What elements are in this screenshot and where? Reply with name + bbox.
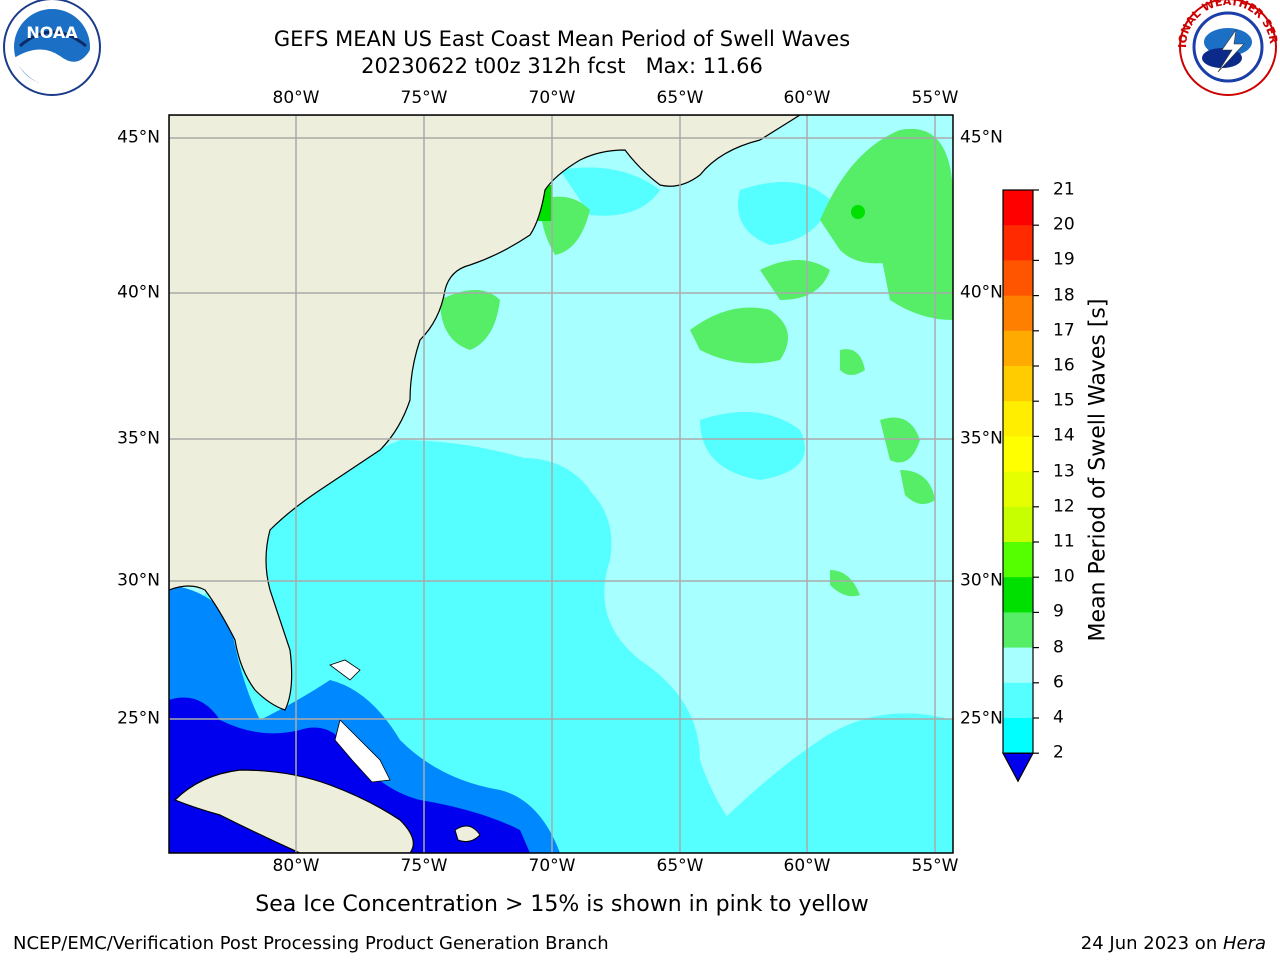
- map-graticule: [169, 115, 953, 853]
- colorbar-segment: [1003, 577, 1033, 613]
- colorbar-tick-label: 18: [1053, 285, 1075, 306]
- colorbar-segment: [1003, 190, 1033, 226]
- swell-9-10-region: [690, 307, 788, 364]
- colorbar-tick-label: 2: [1053, 742, 1064, 763]
- noaa-logo-text: NOAA: [26, 23, 78, 42]
- swell-6-8-region: [700, 412, 805, 480]
- colorbar-segment: [1003, 647, 1033, 684]
- colorbar-segment: [1003, 436, 1033, 473]
- footer-date: 24 Jun 2023 on Hera: [1081, 933, 1266, 954]
- lon-label-bottom: 75°W: [400, 856, 448, 876]
- lat-label-right: 25°N: [960, 708, 1003, 729]
- colorbar-tick-label: 10: [1053, 566, 1075, 587]
- map-area: [169, 115, 953, 853]
- figure-subtitle: 20230622 t00z 312h fcst Max: 11.66: [361, 54, 763, 78]
- lon-label-top: 70°W: [528, 88, 576, 108]
- colorbar-tick-label: 11: [1053, 531, 1075, 552]
- colorbar-tick-label: 4: [1053, 707, 1064, 728]
- figure-title: GEFS MEAN US East Coast Mean Period of S…: [273, 27, 851, 51]
- colorbar-tick-label: 17: [1053, 320, 1075, 341]
- swell-9-10-region: [840, 349, 865, 375]
- colorbar-tick-label: 13: [1053, 461, 1075, 482]
- lat-label-right: 30°N: [960, 570, 1003, 591]
- bahamas-islands: [329, 659, 391, 783]
- lon-label-top: 80°W: [272, 88, 320, 108]
- colorbar-segment: [1003, 225, 1033, 261]
- colorbar-segment: [1003, 366, 1033, 402]
- swell-6-8-region: [497, 458, 590, 513]
- colorbar-extend-arrow: [1001, 752, 1035, 783]
- lon-label-top: 75°W: [400, 88, 448, 108]
- colorbar-title: Mean Period of Swell Waves [s]: [1085, 298, 1111, 642]
- colorbar-tick-label: 8: [1053, 637, 1064, 658]
- swell-9-10-region: [830, 570, 860, 597]
- colorbar-segment: [1003, 295, 1033, 332]
- north-america-land: [169, 115, 802, 711]
- lon-label-bottom: 70°W: [528, 856, 576, 876]
- colorbar-segment: [1003, 260, 1033, 297]
- lat-label-left: 40°N: [117, 282, 160, 303]
- lon-label-bottom: 60°W: [783, 856, 831, 876]
- lon-label-top: 60°W: [783, 88, 831, 108]
- lon-label-bottom: 55°W: [911, 856, 959, 876]
- footer-host: Hera: [1222, 933, 1266, 954]
- swell-9-10-region: [880, 417, 920, 463]
- lat-label-right: 40°N: [960, 282, 1003, 303]
- lon-label-bottom: 65°W: [656, 856, 704, 876]
- swell-6-8-region: [690, 713, 953, 853]
- colorbar-segment: [1003, 401, 1033, 437]
- colorbar-tick-label: 16: [1053, 355, 1075, 376]
- lat-label-left: 25°N: [117, 708, 160, 729]
- lon-label-top: 55°W: [911, 88, 959, 108]
- colorbar-tick-label: 14: [1053, 425, 1075, 446]
- swell-9-10-region: [440, 290, 500, 350]
- lat-label-left: 35°N: [117, 428, 160, 449]
- colorbar: [1001, 189, 1039, 783]
- colorbar-segment: [1003, 612, 1033, 649]
- map-frame: [168, 114, 954, 854]
- colorbar-segment: [1003, 506, 1033, 543]
- noaa-logo: NOAA: [3, 0, 101, 96]
- colorbar-tick-label: 21: [1053, 179, 1075, 200]
- lat-label-right: 45°N: [960, 127, 1003, 148]
- footer-date-text: 24 Jun 2023 on: [1080, 933, 1223, 954]
- footer-credit: NCEP/EMC/Verification Post Processing Pr…: [13, 933, 609, 954]
- lat-label-left: 45°N: [117, 127, 160, 148]
- colorbar-tick-label: 15: [1053, 390, 1075, 411]
- colorbar-segment: [1003, 330, 1033, 367]
- swell-10-11-region: [851, 205, 865, 219]
- lon-label-bottom: 80°W: [272, 856, 320, 876]
- swell-9-10-region: [760, 260, 830, 300]
- lat-label-left: 30°N: [117, 570, 160, 591]
- colorbar-segment: [1003, 718, 1033, 754]
- colorbar-tick-label: 20: [1053, 214, 1075, 235]
- lat-label-right: 35°N: [960, 428, 1003, 449]
- hispaniola-land: [454, 825, 481, 843]
- colorbar-tick-label: 12: [1053, 496, 1075, 517]
- colorbar-segment: [1003, 542, 1033, 578]
- colorbar-tick-label: 19: [1053, 249, 1075, 270]
- colorbar-segment: [1003, 471, 1033, 508]
- colorbar-segment: [1003, 682, 1033, 719]
- cuba-land: [173, 769, 414, 853]
- swell-9-10-region: [900, 470, 935, 504]
- colorbar-tick-label: 6: [1053, 672, 1064, 693]
- colorbar-tick-label: 9: [1053, 601, 1064, 622]
- swell-6-8-region: [560, 167, 660, 216]
- sea-ice-note: Sea Ice Concentration > 15% is shown in …: [255, 892, 869, 917]
- lon-label-top: 65°W: [656, 88, 704, 108]
